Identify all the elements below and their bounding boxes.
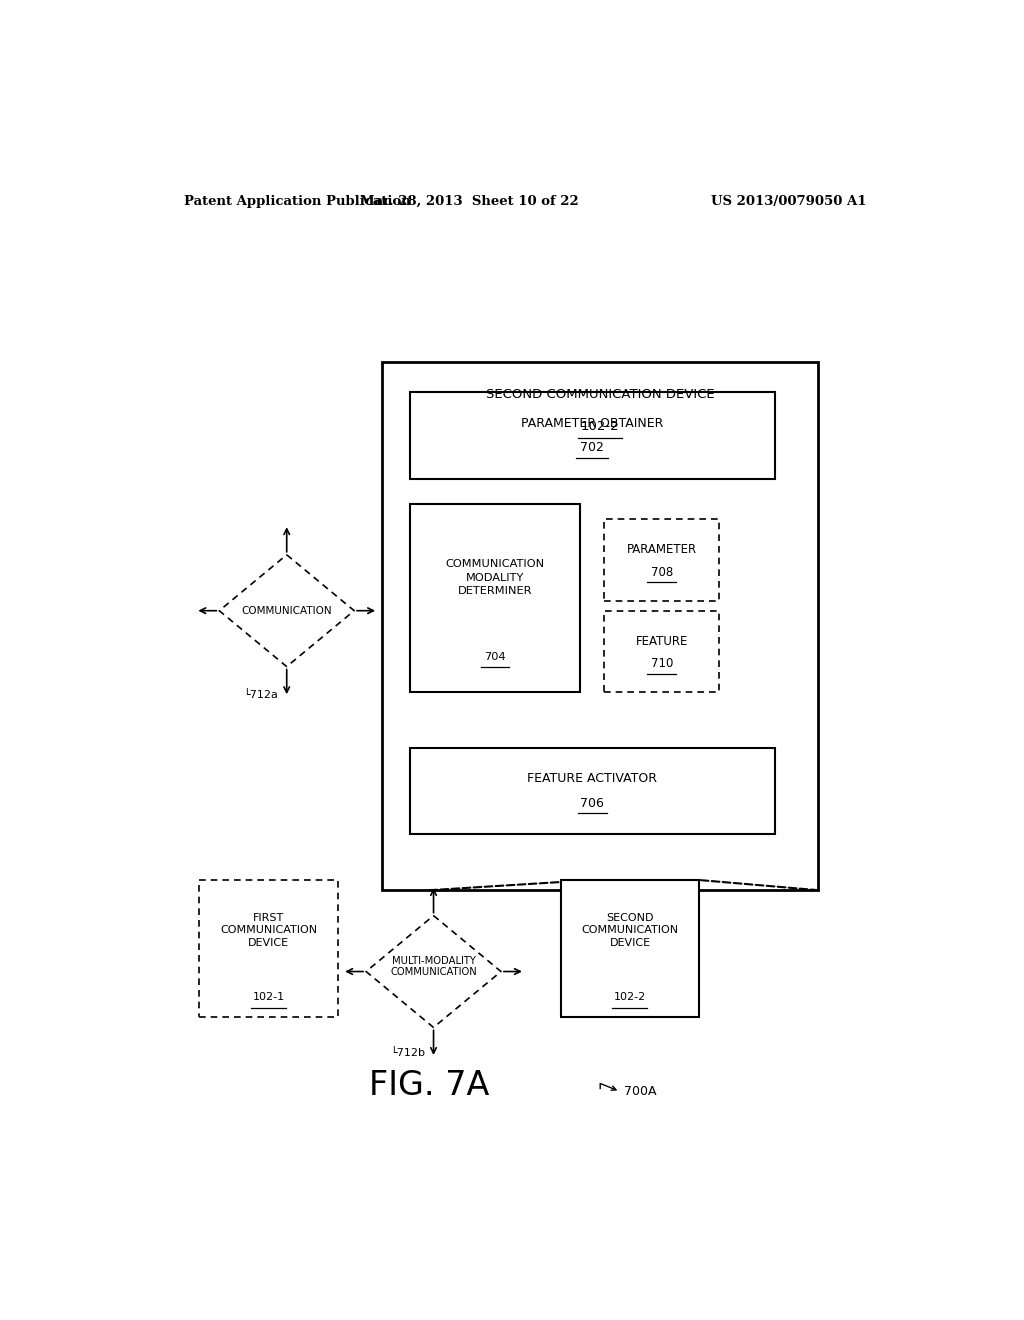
Text: 102-2: 102-2: [581, 420, 620, 433]
Bar: [604, 611, 719, 692]
Text: COMMUNICATION
MODALITY
DETERMINER: COMMUNICATION MODALITY DETERMINER: [445, 560, 545, 595]
Text: FIG. 7A: FIG. 7A: [370, 1069, 489, 1102]
Text: PARAMETER: PARAMETER: [627, 544, 696, 556]
Bar: [410, 504, 581, 692]
Text: SECOND
COMMUNICATION
DEVICE: SECOND COMMUNICATION DEVICE: [582, 913, 679, 948]
Text: 704: 704: [484, 652, 506, 661]
Text: 700A: 700A: [624, 1085, 656, 1098]
Text: 706: 706: [581, 797, 604, 809]
Text: MULTI-MODALITY
COMMUNICATION: MULTI-MODALITY COMMUNICATION: [390, 956, 477, 977]
Text: FEATURE ACTIVATOR: FEATURE ACTIVATOR: [527, 772, 657, 785]
Text: SECOND COMMUNICATION DEVICE: SECOND COMMUNICATION DEVICE: [485, 388, 715, 401]
Text: 702: 702: [581, 441, 604, 454]
Text: COMMUNICATION: COMMUNICATION: [242, 606, 332, 615]
Text: PARAMETER OBTAINER: PARAMETER OBTAINER: [521, 417, 664, 430]
Bar: [560, 880, 699, 1018]
Text: └712a: └712a: [243, 690, 278, 700]
Text: 708: 708: [650, 565, 673, 578]
Bar: [604, 519, 719, 601]
Text: FEATURE: FEATURE: [636, 635, 688, 648]
Bar: [200, 880, 338, 1018]
Text: 102-1: 102-1: [253, 993, 285, 1002]
Bar: [410, 748, 775, 834]
Text: US 2013/0079050 A1: US 2013/0079050 A1: [711, 194, 866, 207]
Text: └712b: └712b: [390, 1048, 425, 1057]
Bar: [410, 392, 775, 479]
Bar: [382, 362, 818, 890]
Text: FIRST
COMMUNICATION
DEVICE: FIRST COMMUNICATION DEVICE: [220, 913, 317, 948]
Text: Mar. 28, 2013  Sheet 10 of 22: Mar. 28, 2013 Sheet 10 of 22: [359, 194, 579, 207]
Text: Patent Application Publication: Patent Application Publication: [183, 194, 411, 207]
Text: 710: 710: [650, 657, 673, 671]
Text: 102-2: 102-2: [613, 993, 646, 1002]
